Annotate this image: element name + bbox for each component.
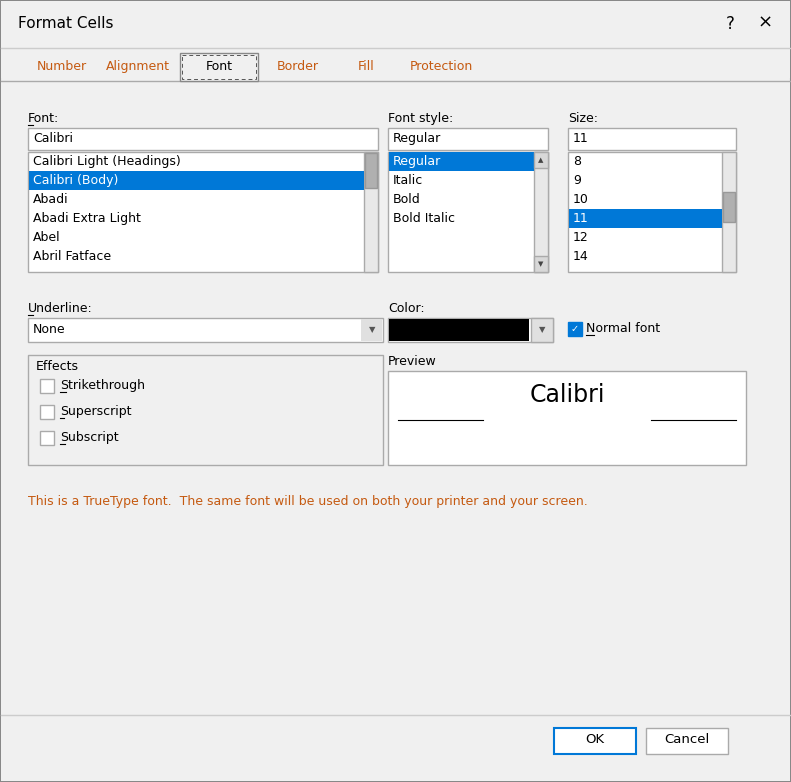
Text: 11: 11 xyxy=(573,212,589,225)
Bar xyxy=(28,355,383,465)
Text: None: None xyxy=(33,323,66,336)
Text: Bold Italic: Bold Italic xyxy=(393,212,455,225)
Bar xyxy=(534,256,548,272)
Text: Alignment: Alignment xyxy=(106,60,170,73)
Bar xyxy=(28,128,378,150)
Text: This is a TrueType font.  The same font will be used on both your printer and yo: This is a TrueType font. The same font w… xyxy=(28,495,588,508)
Bar xyxy=(361,319,382,341)
Text: OK: OK xyxy=(585,733,604,746)
Bar xyxy=(28,152,378,272)
Bar xyxy=(1,1,790,49)
Bar xyxy=(365,153,377,188)
Bar xyxy=(554,728,636,754)
Bar xyxy=(569,209,722,228)
Bar xyxy=(100,55,176,81)
Text: Number: Number xyxy=(37,60,87,73)
Bar xyxy=(338,55,394,81)
Text: Superscript: Superscript xyxy=(60,405,131,418)
Text: 11: 11 xyxy=(573,132,589,145)
Bar xyxy=(1,81,790,781)
Bar xyxy=(388,318,553,342)
Text: Strikethrough: Strikethrough xyxy=(60,379,145,392)
Bar xyxy=(389,319,529,341)
Text: ✓: ✓ xyxy=(571,324,579,334)
Text: 14: 14 xyxy=(573,250,589,263)
Bar xyxy=(28,55,96,81)
Text: Abadi: Abadi xyxy=(33,193,69,206)
Text: Italic: Italic xyxy=(393,174,423,187)
Bar xyxy=(388,152,548,272)
Text: ▼: ▼ xyxy=(539,325,545,335)
Text: Cancel: Cancel xyxy=(664,733,710,746)
Text: Font: Font xyxy=(206,60,233,73)
Text: 12: 12 xyxy=(573,231,589,244)
Text: Font:: Font: xyxy=(28,112,59,125)
Text: Normal font: Normal font xyxy=(586,322,660,335)
Bar xyxy=(723,192,735,222)
Text: Format Cells: Format Cells xyxy=(18,16,113,31)
Bar xyxy=(389,152,534,171)
Text: Regular: Regular xyxy=(393,132,441,145)
Text: Calibri: Calibri xyxy=(33,132,73,145)
Text: Regular: Regular xyxy=(393,155,441,168)
Text: Font style:: Font style: xyxy=(388,112,453,125)
Text: ▲: ▲ xyxy=(539,157,543,163)
Bar xyxy=(534,152,548,272)
Bar xyxy=(1,715,790,781)
Text: Calibri Light (Headings): Calibri Light (Headings) xyxy=(33,155,181,168)
Bar xyxy=(29,171,364,190)
Text: Fill: Fill xyxy=(358,60,374,73)
Bar xyxy=(40,405,54,419)
Bar xyxy=(568,152,736,272)
Text: ▼: ▼ xyxy=(539,261,543,267)
Text: Subscript: Subscript xyxy=(60,431,119,444)
Bar xyxy=(40,379,54,393)
Bar xyxy=(388,371,746,465)
Text: Underline:: Underline: xyxy=(28,302,93,315)
Text: Border: Border xyxy=(277,60,319,73)
Text: 9: 9 xyxy=(573,174,581,187)
Bar xyxy=(28,318,383,342)
Bar xyxy=(182,55,256,79)
Text: Effects: Effects xyxy=(36,360,79,373)
Text: Calibri: Calibri xyxy=(529,383,605,407)
Text: 10: 10 xyxy=(573,193,589,206)
Bar xyxy=(40,431,54,445)
Text: ×: × xyxy=(758,14,773,32)
Text: ?: ? xyxy=(726,15,735,33)
Bar xyxy=(1,48,790,78)
Text: Protection: Protection xyxy=(410,60,473,73)
Bar xyxy=(568,322,582,336)
Text: Abel: Abel xyxy=(33,231,61,244)
Bar xyxy=(262,55,334,81)
Text: Calibri (Body): Calibri (Body) xyxy=(33,174,119,187)
Bar xyxy=(722,152,736,272)
Bar xyxy=(568,128,736,150)
Bar xyxy=(388,128,548,150)
Bar xyxy=(364,152,378,272)
Bar xyxy=(180,53,258,81)
Text: Bold: Bold xyxy=(393,193,421,206)
Bar xyxy=(531,318,553,342)
Text: Color:: Color: xyxy=(388,302,425,315)
Text: Size:: Size: xyxy=(568,112,598,125)
Bar xyxy=(534,152,548,168)
Text: ▼: ▼ xyxy=(369,325,375,335)
Text: 8: 8 xyxy=(573,155,581,168)
Bar xyxy=(646,728,728,754)
Bar xyxy=(398,55,484,81)
Text: Abril Fatface: Abril Fatface xyxy=(33,250,111,263)
Text: Preview: Preview xyxy=(388,355,437,368)
Text: Abadi Extra Light: Abadi Extra Light xyxy=(33,212,141,225)
